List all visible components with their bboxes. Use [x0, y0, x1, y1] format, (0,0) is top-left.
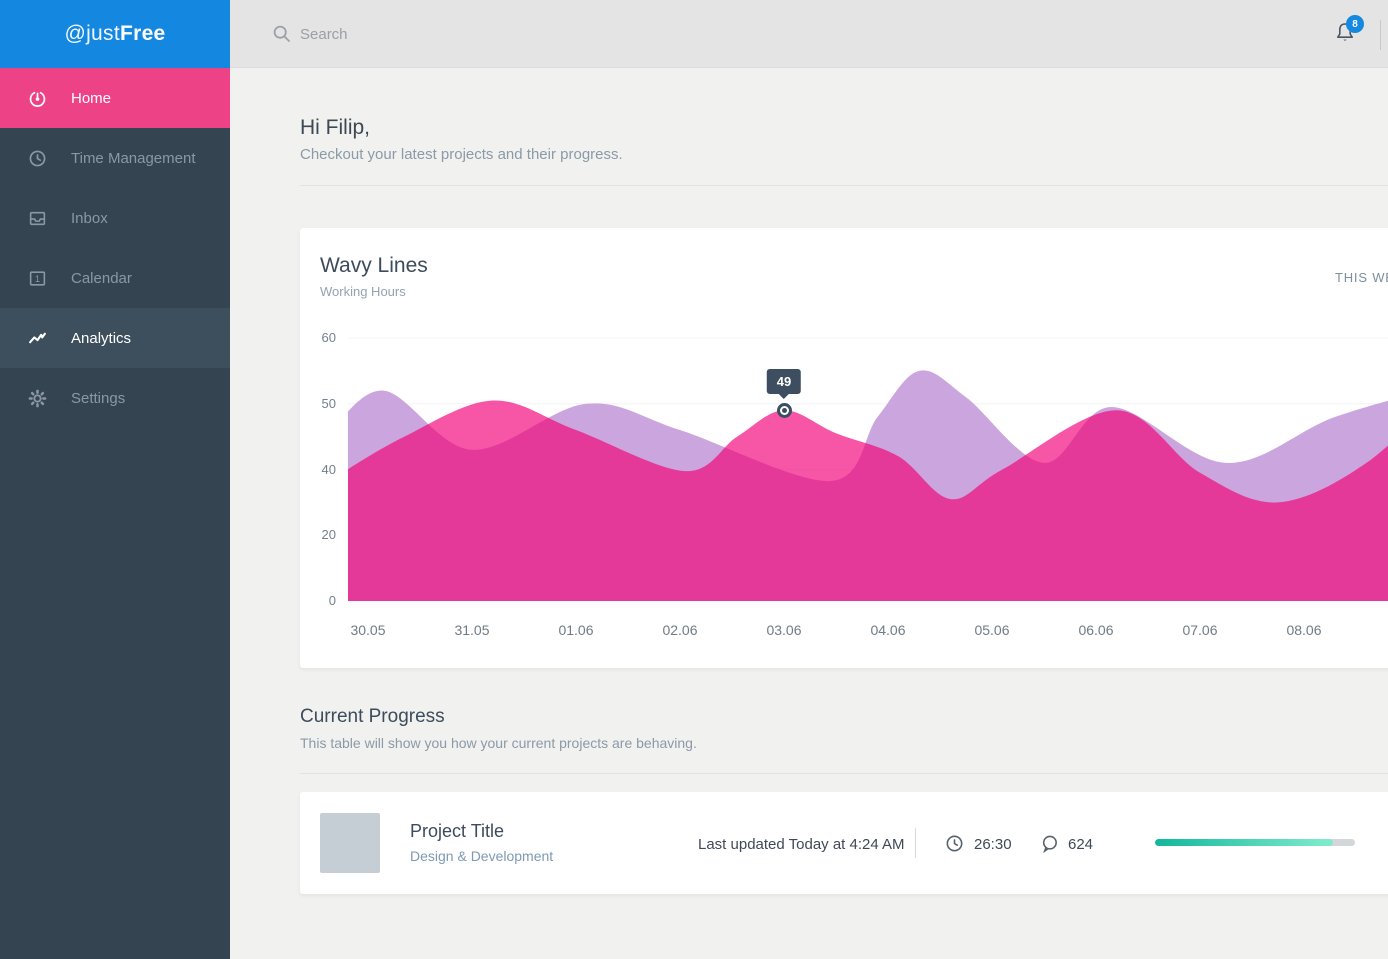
sidebar-item-label: Analytics — [71, 329, 132, 347]
x-axis-label: 05.06 — [974, 622, 1010, 638]
x-axis-label: 31.05 — [454, 622, 490, 638]
brand-bold: Free — [119, 22, 166, 45]
area-chart — [348, 337, 1388, 602]
brand-logo[interactable]: @just Free — [0, 0, 230, 68]
svg-text:1: 1 — [35, 274, 40, 284]
sidebar: @just Free Home — [0, 0, 230, 959]
sidebar-item-calendar[interactable]: 1 Calendar — [0, 248, 230, 308]
project-thumbnail — [320, 813, 380, 873]
chart-tooltip: 49 — [766, 368, 802, 399]
chart-marker — [776, 402, 792, 418]
y-axis-label: 50 — [321, 395, 336, 411]
search-icon — [272, 24, 292, 44]
sidebar-item-inbox[interactable]: Inbox — [0, 188, 230, 248]
progress-bar-fill — [1155, 839, 1333, 846]
sidebar-item-label: Settings — [71, 389, 126, 407]
topbar-divider — [1380, 20, 1381, 50]
x-axis-label: 08.06 — [1286, 622, 1322, 638]
sidebar-item-label: Time Management — [71, 149, 196, 167]
sidebar-item-settings[interactable]: Settings — [0, 368, 230, 428]
progress-section-subtitle: This table will show you how your curren… — [300, 735, 697, 751]
chart-subtitle: Working Hours — [320, 284, 406, 299]
sidebar-item-label: Inbox — [71, 209, 108, 227]
progress-section-header: Current Progress This table will show yo… — [300, 706, 697, 751]
project-comments-count: 624 — [1068, 836, 1094, 853]
x-axis-label: 30.05 — [350, 622, 386, 638]
progress-bar — [1155, 839, 1355, 846]
y-axis-label: 60 — [321, 330, 336, 345]
y-axis-label: 20 — [321, 527, 336, 543]
notification-badge: 8 — [1346, 15, 1364, 33]
marker-ring — [779, 405, 789, 415]
x-axis-label: 04.06 — [870, 622, 906, 638]
comments-icon — [1040, 834, 1059, 853]
inbox-icon — [28, 209, 47, 228]
greeting-section: Hi Filip, Checkout your latest projects … — [300, 116, 623, 163]
sidebar-item-label: Calendar — [71, 269, 132, 287]
gauge-icon — [28, 89, 47, 108]
project-last-updated: Last updated Today at 4:24 AM — [698, 836, 905, 853]
y-axis-label: 40 — [321, 461, 336, 477]
x-axis-label: 06.06 — [1078, 622, 1114, 638]
chart-title: Wavy Lines — [320, 254, 428, 277]
x-axis-label: 01.06 — [558, 622, 594, 638]
search-input[interactable] — [300, 16, 820, 52]
sidebar-item-time-management[interactable]: Time Management — [0, 128, 230, 188]
brand-prefix: @just — [64, 22, 120, 45]
topbar: 8 — [230, 0, 1388, 68]
project-category: Design & Development — [410, 848, 554, 864]
time-spent-icon — [945, 834, 964, 853]
calendar-icon: 1 — [28, 269, 47, 288]
progress-section-title: Current Progress — [300, 706, 445, 727]
page-subtitle: Checkout your latest projects and their … — [300, 146, 623, 163]
x-axis-label: 07.06 — [1182, 622, 1218, 638]
sidebar-nav: Home Time Management Inb — [0, 68, 230, 428]
project-title: Project Title — [410, 821, 505, 841]
chart-line-icon — [28, 329, 47, 348]
marker-dot — [781, 407, 787, 413]
sidebar-item-label: Home — [71, 89, 112, 107]
clock-icon — [28, 149, 47, 168]
chart-period-label: THIS WEEK — [1335, 270, 1388, 285]
sidebar-item-home[interactable]: Home — [0, 68, 230, 128]
gear-icon — [28, 389, 47, 408]
tooltip-value: 49 — [776, 373, 792, 389]
x-axis-label: 03.06 — [766, 622, 802, 638]
project-row[interactable]: Project Title Design & Development Last … — [300, 792, 1388, 894]
area-pink-series — [348, 400, 1388, 601]
section-divider — [300, 773, 1388, 774]
y-axis-label: 0 — [328, 593, 336, 608]
project-time-spent: 26:30 — [974, 836, 1012, 853]
notification-count: 8 — [1352, 18, 1358, 30]
chart-card: Wavy Lines Working Hours THIS WEEK 0 20 40… — [300, 228, 1388, 668]
notifications-button[interactable]: 8 — [1333, 15, 1364, 52]
sidebar-item-analytics[interactable]: Analytics — [0, 308, 230, 368]
project-divider — [915, 828, 916, 858]
x-axis-label: 02.06 — [662, 622, 698, 638]
page-title: Hi Filip, — [300, 116, 371, 139]
section-divider — [300, 185, 1388, 186]
